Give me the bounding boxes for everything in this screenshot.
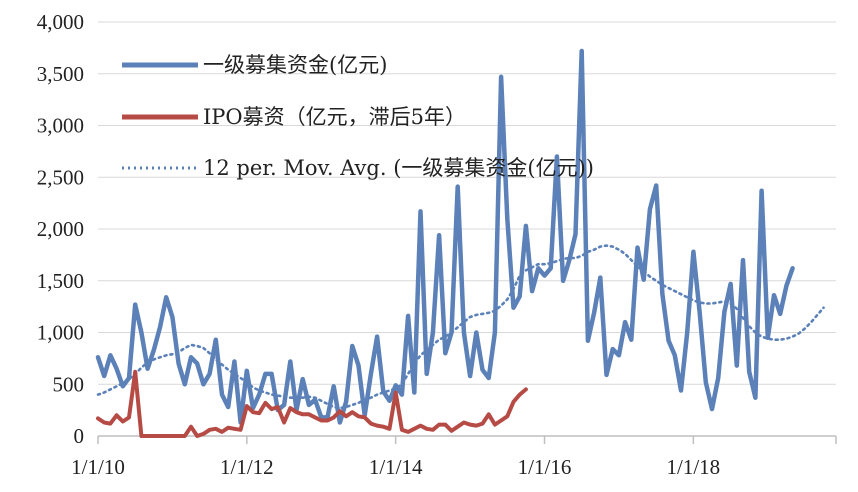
y-tick-label: 500 bbox=[53, 372, 85, 396]
series-line-fundraise bbox=[95, 48, 795, 425]
legend-label-ipo: IPO募资（亿元，滞后5年） bbox=[203, 105, 466, 129]
y-tick-label: 0 bbox=[74, 424, 85, 448]
y-axis-tick-labels: 0 500 1,000 1,500 2,000 2,500 3,000 3,500 4,000 bbox=[37, 10, 84, 448]
x-tick-label: 1/1/10 bbox=[71, 455, 125, 479]
x-tick-label: 1/1/18 bbox=[667, 455, 721, 479]
legend: 一级募集资金(亿元) IPO募资（亿元，滞后5年） 12 per. Mov. A… bbox=[122, 53, 594, 180]
y-tick-label: 3,500 bbox=[37, 62, 84, 86]
legend-label-moving-avg: 12 per. Mov. Avg. (一级募集资金(亿元)) bbox=[203, 156, 594, 180]
x-tick-label: 1/1/12 bbox=[220, 455, 274, 479]
legend-label-fundraise: 一级募集资金(亿元) bbox=[203, 53, 387, 77]
y-tick-label: 2,000 bbox=[37, 217, 84, 241]
gridlines bbox=[98, 21, 836, 385]
x-tick-label: 1/1/14 bbox=[369, 455, 423, 479]
y-tick-label: 4,000 bbox=[37, 10, 84, 34]
y-tick-label: 3,000 bbox=[37, 114, 84, 138]
y-tick-label: 1,000 bbox=[37, 321, 84, 345]
axes bbox=[97, 435, 837, 444]
series-line-ipo bbox=[96, 369, 528, 438]
x-axis-tick-labels: 1/1/10 1/1/12 1/1/14 1/1/16 1/1/18 bbox=[71, 455, 720, 479]
y-tick-label: 2,500 bbox=[37, 165, 84, 189]
x-tick-label: 1/1/16 bbox=[518, 455, 572, 479]
y-tick-label: 1,500 bbox=[37, 269, 84, 293]
series-lines bbox=[95, 48, 825, 438]
